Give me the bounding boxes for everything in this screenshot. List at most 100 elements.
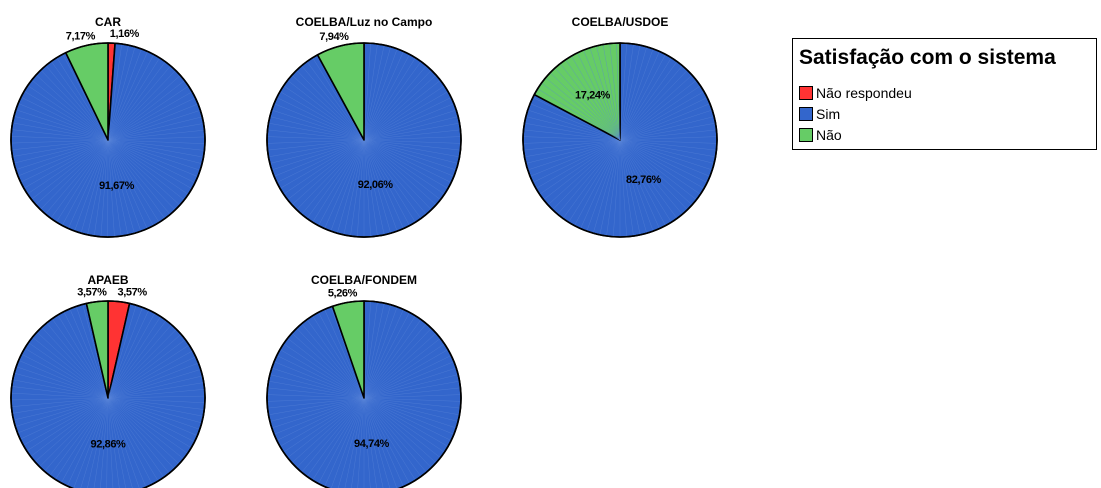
pie-texture-line bbox=[107, 333, 182, 399]
pie-texture-line bbox=[593, 139, 621, 234]
pie-texture-line bbox=[107, 139, 160, 223]
pie-texture-line bbox=[312, 397, 365, 481]
pie-texture-line bbox=[577, 52, 621, 141]
pie-texture-line bbox=[363, 361, 455, 399]
pie-texture-line bbox=[107, 382, 204, 399]
pie-texture-line bbox=[524, 139, 621, 158]
pie-texture-line bbox=[525, 139, 621, 164]
pie-texture-line bbox=[107, 397, 114, 488]
pie-texture-line bbox=[269, 139, 365, 164]
pie-texture-line bbox=[11, 397, 109, 401]
pie-texture-line bbox=[363, 397, 445, 453]
pie-texture-line bbox=[107, 395, 205, 399]
pie-texture-line bbox=[267, 394, 365, 399]
pie-texture-line bbox=[107, 139, 203, 164]
pie-texture-line bbox=[619, 139, 641, 235]
pie-texture-line bbox=[619, 122, 716, 141]
pie-texture-line bbox=[363, 136, 461, 141]
pie-texture-line bbox=[363, 397, 384, 488]
pie-texture-line bbox=[107, 397, 204, 417]
pie-texture-line bbox=[107, 397, 188, 454]
pie-texture-line bbox=[523, 129, 621, 141]
pie-texture-line bbox=[279, 139, 365, 189]
pie-texture-line bbox=[74, 139, 109, 232]
pie-texture-line bbox=[363, 139, 459, 164]
pie-texture-line bbox=[363, 139, 445, 195]
pie-texture-line bbox=[271, 397, 365, 429]
pie-texture-line bbox=[107, 397, 205, 410]
legend-title: Satisfação com o sistema bbox=[799, 46, 1056, 69]
legend-label: Sim bbox=[816, 106, 841, 122]
pie-texture-line bbox=[107, 70, 176, 141]
pie-texture-line bbox=[68, 139, 109, 229]
pie-texture-line bbox=[13, 139, 109, 164]
pie-texture-line bbox=[565, 59, 621, 141]
pie-texture-line bbox=[619, 57, 672, 141]
legend-label: Não respondeu bbox=[816, 85, 912, 101]
pie-texture-line bbox=[11, 129, 109, 141]
pie-texture-line bbox=[11, 136, 109, 141]
pie-texture-line bbox=[619, 139, 693, 206]
pie-texture-line bbox=[363, 51, 404, 141]
pie-texture-line bbox=[287, 397, 365, 458]
pie-texture-line bbox=[363, 139, 461, 151]
pie-texture-line bbox=[107, 397, 198, 436]
pie-texture-line bbox=[46, 322, 109, 399]
pie-texture-line bbox=[17, 397, 109, 434]
pie-texture-line bbox=[306, 397, 365, 477]
pie-slice-label: 5,26% bbox=[328, 287, 358, 299]
pie-texture-line bbox=[363, 54, 410, 141]
pie-texture-line bbox=[363, 338, 441, 399]
pie-texture-line bbox=[543, 139, 621, 200]
pie-texture-line bbox=[271, 367, 365, 399]
pie-texture-line bbox=[30, 397, 109, 457]
pie-texture-line bbox=[583, 50, 621, 141]
pie-texture-line bbox=[107, 57, 160, 141]
pie-texture-line bbox=[619, 97, 708, 141]
pie-texture-line bbox=[271, 109, 365, 141]
pie-texture-line bbox=[80, 397, 109, 488]
pie-texture-line bbox=[291, 74, 365, 141]
pie-texture-line bbox=[107, 139, 115, 237]
pie-texture-line bbox=[107, 116, 203, 141]
pie-texture-line bbox=[273, 397, 365, 435]
pie-texture-line bbox=[619, 139, 705, 189]
pie-texture-line bbox=[363, 397, 449, 447]
pie-texture-line bbox=[107, 397, 140, 488]
pie-texture-line bbox=[523, 139, 621, 151]
pie-texture-line bbox=[24, 348, 109, 399]
pie-texture-line bbox=[107, 139, 205, 151]
pie-texture-line bbox=[532, 139, 621, 183]
pie-texture-line bbox=[107, 110, 201, 141]
pie-texture-line bbox=[106, 397, 109, 488]
pie-texture-line bbox=[267, 387, 365, 399]
pie-texture-line bbox=[107, 139, 176, 211]
pie-texture-line bbox=[619, 45, 641, 141]
pie-texture-line bbox=[107, 51, 148, 141]
pie-texture-line bbox=[283, 343, 365, 399]
pie-texture-line bbox=[363, 129, 461, 141]
pie-texture-line bbox=[619, 139, 697, 200]
pie-texture-line bbox=[27, 85, 109, 141]
pie-texture-line bbox=[107, 397, 126, 488]
pie-texture-line bbox=[363, 139, 410, 226]
pie-texture-line bbox=[535, 139, 621, 189]
pie-texture-line bbox=[36, 331, 109, 399]
pie-texture-line bbox=[276, 397, 365, 441]
pie-texture-line bbox=[619, 139, 708, 183]
pie-texture-line bbox=[268, 380, 365, 399]
pie-texture-line bbox=[279, 397, 365, 447]
pie-texture-line bbox=[523, 136, 621, 141]
pie-texture-line bbox=[619, 85, 701, 141]
pie-texture-line bbox=[107, 123, 204, 141]
pie-slice-label: 92,86% bbox=[91, 439, 127, 451]
pie-texture-line bbox=[363, 397, 441, 458]
pie-texture-line bbox=[57, 314, 109, 399]
pie-texture-line bbox=[363, 397, 404, 487]
pie-texture-line bbox=[619, 70, 688, 141]
pie-texture-line bbox=[296, 70, 365, 141]
pie-texture-line bbox=[529, 103, 621, 141]
pie-texture-line bbox=[619, 139, 660, 229]
pie-texture-line bbox=[107, 139, 171, 215]
